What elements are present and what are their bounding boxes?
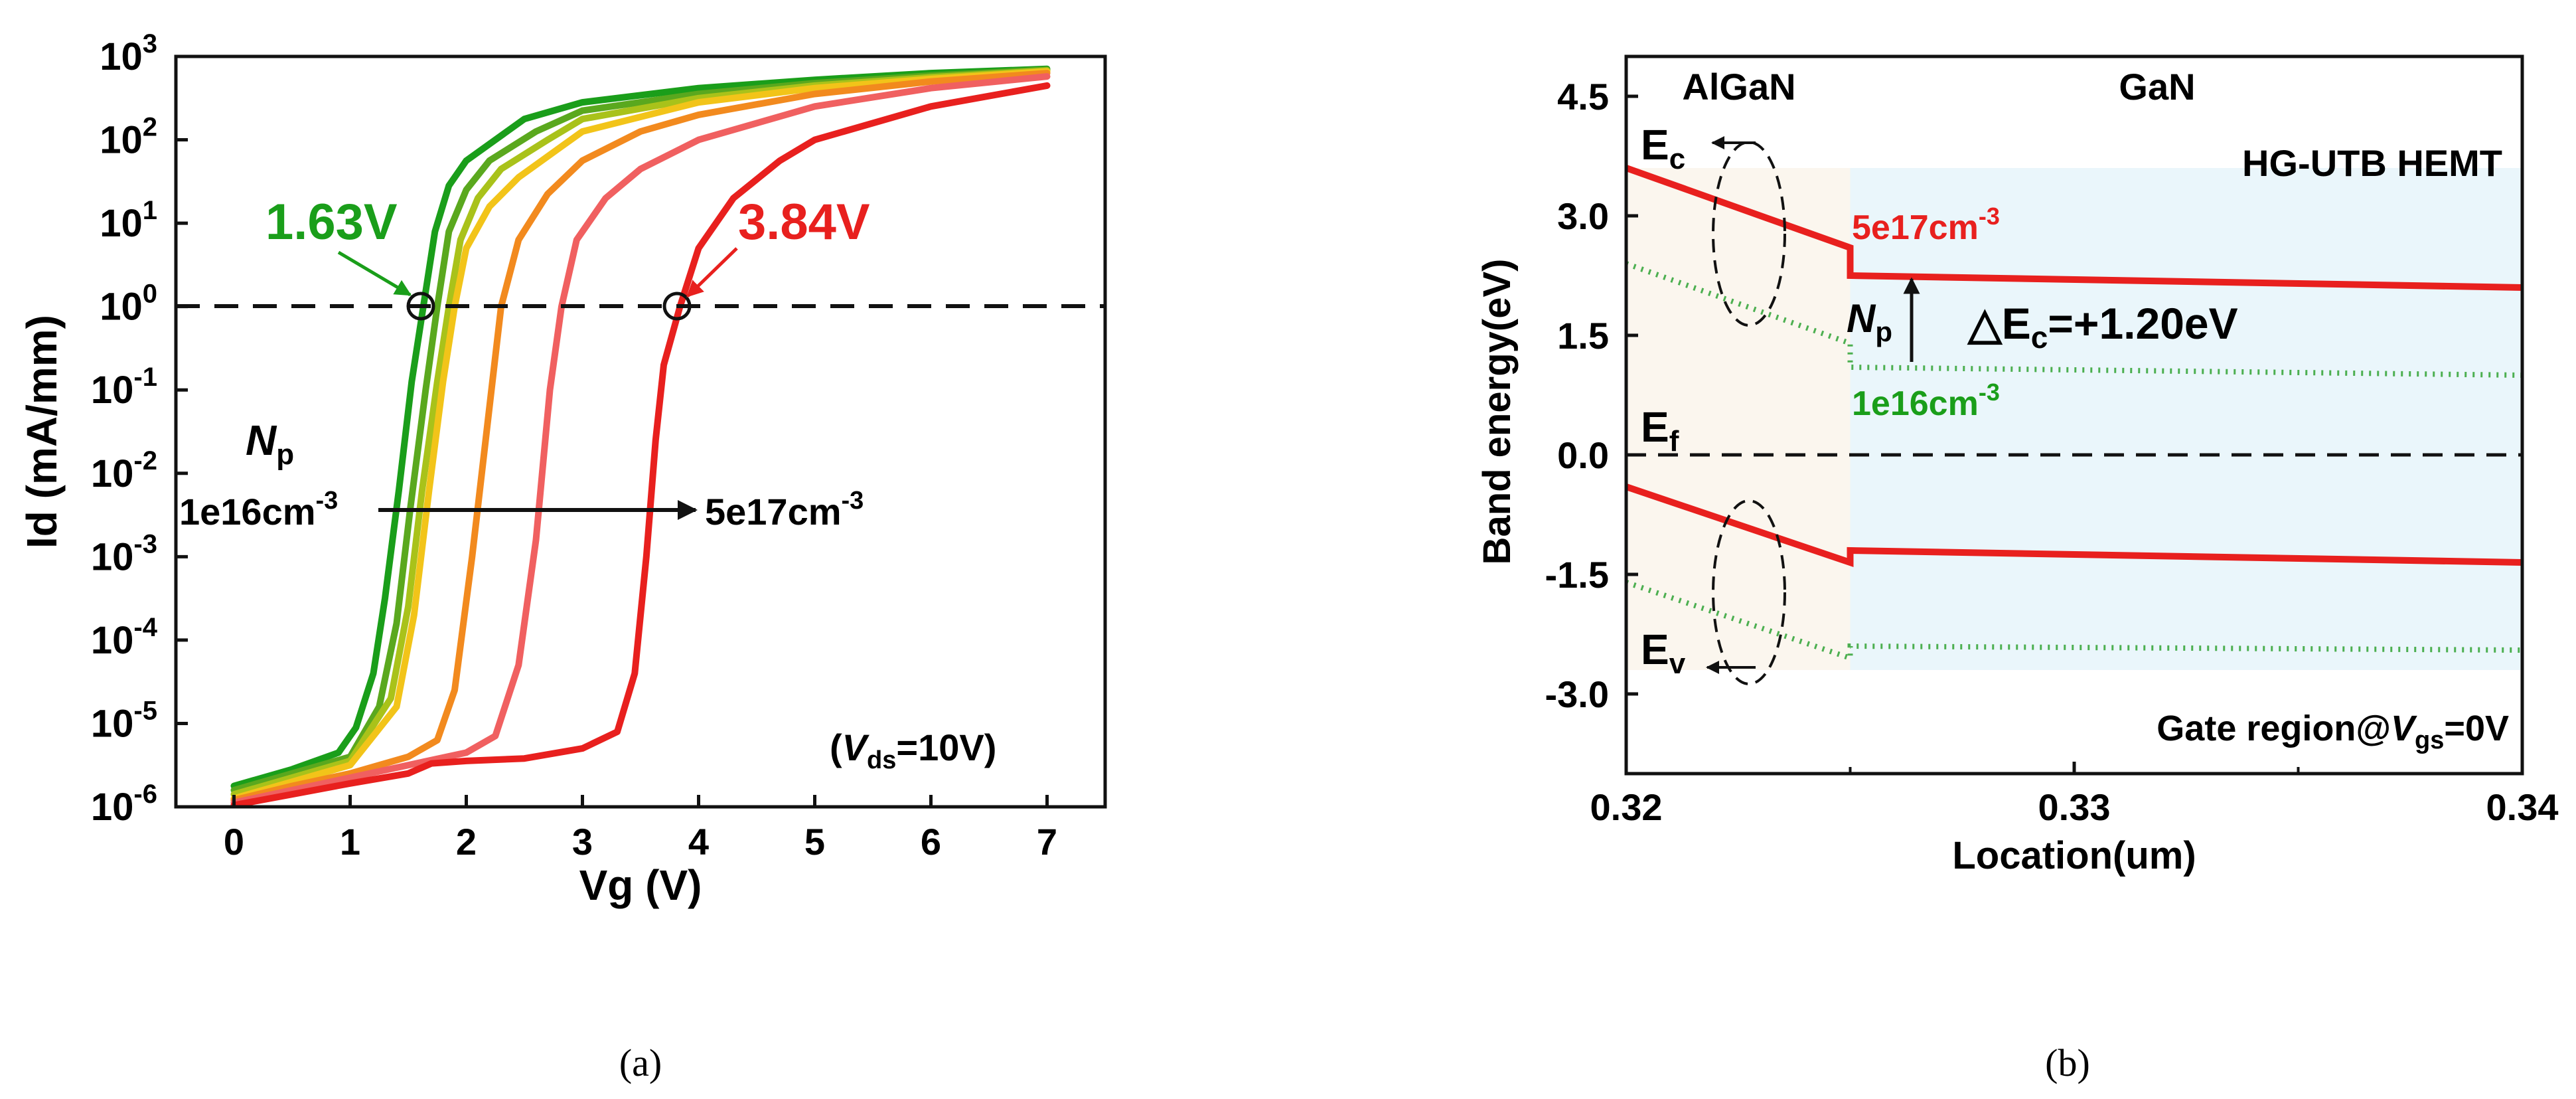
vth-arrow-high [686,247,738,297]
caption-a: (a) [619,1041,662,1084]
y-tick-label: 10-4 [91,613,158,662]
np-to-label-a: 5e17cm-3 [705,487,864,533]
x-tick-label: 7 [1037,821,1057,863]
ec-label: Ec [1641,121,1685,175]
vth-marker-low [406,292,435,321]
vth-label-low: 1.63V [265,194,398,250]
y-tick-label: -1.5 [1545,554,1610,596]
series-line-4 [230,68,1051,802]
x-tick-label: 6 [921,821,941,863]
x-axis-title-a: Vg (V) [579,861,702,909]
y-tick-label: 10-1 [91,363,157,412]
vds-condition-label: (Vds=10V) [830,726,996,774]
gate-condition-label: Gate region@Vgs=0V [2157,709,2509,754]
y-tick-label: 103 [100,29,157,78]
band-line-2 [1626,483,2522,567]
y-tick-label: 10-6 [91,780,157,829]
vth-label-high: 3.84V [738,194,870,250]
ev-label: Ev [1641,626,1686,680]
band-line-1 [1626,165,2522,291]
device-label: HG-UTB HEMT [2242,142,2502,184]
x-tick-label: 4 [688,821,709,863]
ef-label: Ef [1641,403,1679,458]
x-tick-label: 2 [456,821,477,863]
y-axis-title-b: Band energy(eV) [1476,259,1519,565]
x-tick-label: 0.34 [2486,786,2559,828]
plot-frame-a [174,54,1107,809]
low-doping-label-b: 1e16cm-3 [1852,379,2000,423]
series-line-1 [230,65,1051,790]
high-doping-label-b: 5e17cm-3 [1852,203,2000,247]
y-tick-label: 4.5 [1557,76,1609,118]
x-tick-label: 5 [804,821,825,863]
y-tick-label: 3.0 [1557,195,1609,237]
x-axis-title-b: Location(um) [1952,834,2196,877]
y-tick-label: 101 [100,196,157,245]
band-line-3 [1626,261,2522,378]
x-tick-label: 3 [572,821,593,863]
ev-band-ellipse [1712,499,1786,685]
ec-band-ellipse [1712,141,1786,327]
series-line-3 [230,67,1051,798]
np-from-label-a: 1e16cm-3 [179,487,338,533]
x-tick-label: 1 [340,821,360,863]
np-label-a: Np [246,416,294,471]
panel-a: 0 1 2 3 4 5 6 7 103 102 101 100 10-1 10-2 10-3 10-4 10-5… [18,29,1107,1084]
series-line-5 [230,70,1051,803]
region-band-algan [1626,168,1851,670]
y-tick-label: 1.5 [1557,315,1609,357]
vth-marker-high [662,292,692,321]
series-line-7 [230,82,1051,807]
caption-b: (b) [2045,1041,2090,1084]
delta-ec-label: △Ec=+1.20eV [1967,299,2238,355]
y-tick-label: 10-2 [91,446,157,495]
series-line-2 [230,66,1051,794]
x-tick-label: 0 [224,821,244,863]
region-band-gan [1850,168,2522,670]
np-label-b: Np [1847,296,1892,347]
region-label-algan: AlGaN [1682,66,1795,108]
x-tick-label: 0.32 [1590,786,1663,828]
y-tick-label: 0.0 [1557,434,1609,476]
y-tick-label: -3.0 [1545,673,1610,715]
y-tick-label: 100 [100,280,157,329]
vth-arrow-low [337,250,412,297]
y-tick-label: 10-5 [91,696,157,745]
series-line-6 [230,73,1051,806]
y-axis-title-a: Id (mA/mm) [18,315,66,549]
x-tick-label: 0.33 [2038,786,2111,828]
y-tick-label: 102 [100,113,157,162]
region-label-gan: GaN [2119,66,2195,108]
y-tick-label: 10-3 [91,529,157,578]
panel-b: 0.32 0.33 0.34 4.5 3.0 1.5 0.0 -1.5 -3.0 Locatio… [1476,54,2559,1084]
